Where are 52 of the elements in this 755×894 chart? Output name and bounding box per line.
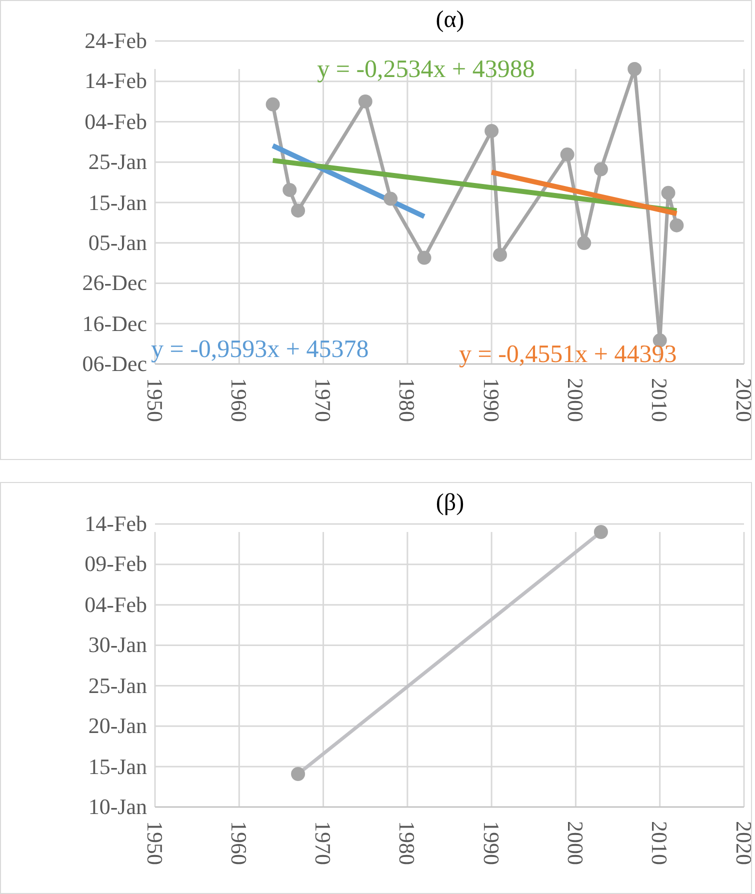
x-tick-label: 1960 <box>226 378 252 422</box>
x-tick-label: 1980 <box>394 378 420 422</box>
point <box>291 204 306 218</box>
chart-title: (α) <box>434 7 466 34</box>
x-tick-label: 1990 <box>478 378 504 422</box>
text: 25-Jan <box>88 148 147 176</box>
point <box>417 250 432 265</box>
x-tick-label: 2010 <box>647 378 672 422</box>
text: 15-Jan <box>88 188 147 216</box>
x-tick-label: 1960 <box>226 821 252 865</box>
x-tick-label: 2000 <box>563 378 588 422</box>
x-tick-label: 1970 <box>310 821 336 865</box>
point <box>560 148 574 162</box>
text: 09-Feb <box>84 550 147 578</box>
x-tick-label: 1950 <box>142 378 168 422</box>
text: 20-Jan <box>88 712 147 740</box>
text: 05-Jan <box>88 228 147 257</box>
x-tick-label: 1950 <box>142 821 168 865</box>
text: 16-Dec <box>82 310 147 338</box>
x-tick-label: 2010 <box>647 821 672 865</box>
point <box>594 162 608 176</box>
point <box>282 182 297 197</box>
point <box>484 124 499 138</box>
point <box>628 62 642 76</box>
text: 04-Feb <box>84 108 147 136</box>
text: y = -0,2534x + 43988 <box>317 56 535 84</box>
point <box>577 236 592 250</box>
x-tick-label: 2020 <box>731 821 755 865</box>
x-tick-label: 1980 <box>394 821 420 865</box>
text: 15-Jan <box>88 752 147 781</box>
text: 25-Jan <box>88 672 147 700</box>
text: 04-Feb <box>84 590 147 619</box>
x-tick-label: 1990 <box>478 821 504 865</box>
point <box>661 186 676 200</box>
text: 10-Jan <box>88 793 147 821</box>
text: 14-Feb <box>84 67 147 96</box>
point <box>670 218 684 232</box>
x-tick-label: 2020 <box>731 378 755 422</box>
x-tick-label: 2000 <box>563 821 588 865</box>
point <box>266 97 280 112</box>
text: 14-Feb <box>84 510 147 538</box>
point <box>492 248 507 262</box>
text: y = -0,4551x + 44393 <box>459 341 677 369</box>
text: 06-Dec <box>82 350 147 378</box>
x-tick-label: 1970 <box>310 378 336 422</box>
text: 30-Jan <box>88 631 147 660</box>
text: 26-Dec <box>82 269 147 298</box>
point <box>358 94 372 108</box>
text: 24-Feb <box>84 27 147 55</box>
point <box>384 192 398 206</box>
text: y = -0,9593x + 45378 <box>151 336 369 364</box>
chart-title: (β) <box>434 490 466 517</box>
